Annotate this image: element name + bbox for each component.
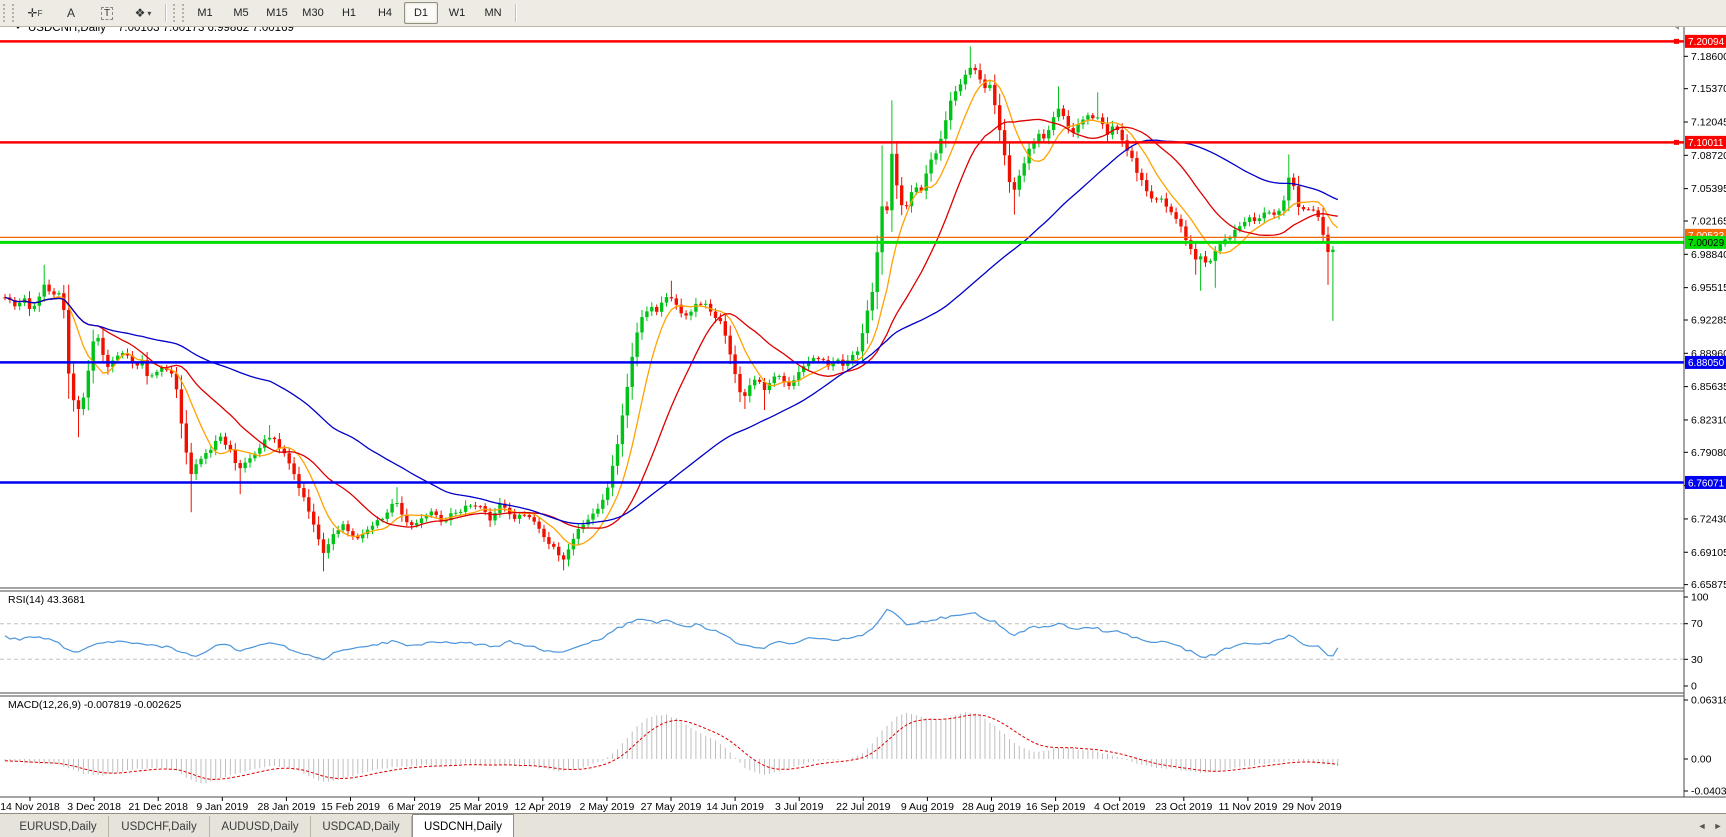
price-tick: 6.92285 xyxy=(1691,314,1726,326)
date-tick: 11 Nov 2019 xyxy=(1219,801,1278,813)
timeframe-button-w1[interactable]: W1 xyxy=(448,7,466,19)
rsi-tick: 0 xyxy=(1691,681,1697,693)
symbol-tab-bar: EURUSD,Daily USDCHF,Daily AUDUSD,Daily USDC… xyxy=(0,813,1726,837)
price-tick: 6.95515 xyxy=(1691,282,1726,294)
rsi-tick: 100 xyxy=(1691,592,1709,604)
price-tick: 6.69105 xyxy=(1691,547,1726,559)
macd-signal-line xyxy=(4,714,1338,780)
rsi-tick: 30 xyxy=(1691,654,1703,666)
date-tick: 29 Nov 2019 xyxy=(1282,801,1342,813)
price-tick: 7.15370 xyxy=(1691,83,1726,95)
timeframe-button-m1[interactable]: M1 xyxy=(197,7,213,19)
price-axis: 7.219257.186007.153707.120457.087207.053… xyxy=(1684,18,1726,798)
date-tick: 3 Dec 2018 xyxy=(67,801,121,813)
macd-histogram xyxy=(4,712,1339,784)
tab-usdchf[interactable]: USDCHF,Daily xyxy=(109,816,210,837)
tab-audusd[interactable]: AUDUSD,Daily xyxy=(210,816,311,837)
price-tick: 6.85635 xyxy=(1691,381,1726,393)
price-badge-7.00029: 7.00029 xyxy=(1685,235,1726,249)
toolbar-grip-icon[interactable] xyxy=(173,4,184,22)
price-tick: 7.02165 xyxy=(1691,215,1726,227)
macd-tick: 0.063184 xyxy=(1691,694,1726,706)
date-tick: 14 Jun 2019 xyxy=(706,801,764,813)
price-badge-6.88050: 6.88050 xyxy=(1685,355,1726,369)
rsi-tick: 70 xyxy=(1691,618,1703,630)
date-axis: 14 Nov 2018 3 Dec 2018 21 Dec 2018 9 Jan 20… xyxy=(0,797,1342,813)
tab-scroll-left-icon[interactable]: ◄ xyxy=(1697,821,1707,831)
toolbar: ✛ F A T ❖ ▾ M1 M5 M15 M30 H1 H4 D1 W1 MN xyxy=(0,0,1726,27)
price-badge-text: 7.00029 xyxy=(1688,238,1725,249)
crosshair-f-icon-sub: F xyxy=(37,8,43,18)
date-tick: 14 Nov 2018 xyxy=(0,801,60,813)
hline-handle[interactable] xyxy=(1674,38,1679,44)
hline-handle[interactable] xyxy=(1674,139,1679,145)
macd-tick: -0.040355 xyxy=(1691,786,1726,798)
price-tick: 7.08720 xyxy=(1691,150,1726,162)
price-tick: 6.82310 xyxy=(1691,414,1726,426)
main-plot-background[interactable] xyxy=(0,20,1684,588)
timeframe-button-d1[interactable]: D1 xyxy=(404,2,438,24)
date-tick: 28 Jan 2019 xyxy=(257,801,315,813)
tab-usdcad[interactable]: USDCAD,Daily xyxy=(311,816,412,837)
price-tick: 6.98840 xyxy=(1691,249,1726,261)
date-tick: 16 Sep 2019 xyxy=(1026,801,1086,813)
tab-eurusd[interactable]: EURUSD,Daily xyxy=(8,816,109,837)
date-tick: 25 Mar 2019 xyxy=(449,801,508,813)
ma-slow-line xyxy=(4,139,1339,525)
macd-tick: 0.00 xyxy=(1691,754,1712,766)
text-box-button[interactable]: T xyxy=(90,2,124,24)
date-tick: 12 Apr 2019 xyxy=(514,801,571,813)
rsi-line xyxy=(4,608,1339,661)
macd-label: MACD(12,26,9) -0.007819 -0.002625 xyxy=(8,699,182,711)
text-box-icon: T xyxy=(100,6,114,20)
price-badge-text: 6.88050 xyxy=(1688,358,1725,369)
price-badge-text: 7.20094 xyxy=(1688,37,1725,48)
crosshair-f-icon: ✛ xyxy=(27,6,38,20)
dropdown-caret-icon[interactable]: ▾ xyxy=(147,8,152,18)
price-tick: 7.05395 xyxy=(1691,183,1726,195)
ma-mid-line xyxy=(4,118,1338,529)
macd-panel-background[interactable] xyxy=(0,696,1684,797)
date-tick: 4 Oct 2019 xyxy=(1094,801,1146,813)
price-tick: 6.79080 xyxy=(1691,447,1726,459)
price-tick: 7.18600 xyxy=(1691,51,1726,63)
tab-usdcnh[interactable]: USDCNH,Daily xyxy=(412,814,514,837)
text-label-button[interactable]: A xyxy=(54,2,88,24)
price-tick: 7.12045 xyxy=(1691,116,1726,128)
date-tick: 23 Oct 2019 xyxy=(1155,801,1212,813)
shapes-button[interactable]: ❖ ▾ xyxy=(126,2,160,24)
price-badge-text: 6.76071 xyxy=(1688,478,1725,489)
shapes-icon: ❖ xyxy=(134,6,146,20)
timeframe-button-m5[interactable]: M5 xyxy=(233,7,249,19)
timeframe-button-h4[interactable]: H4 xyxy=(377,7,393,19)
text-label-icon: A xyxy=(66,6,75,20)
date-tick: 21 Dec 2018 xyxy=(128,801,188,813)
rsi-panel-background[interactable] xyxy=(0,591,1684,693)
date-tick: 2 May 2019 xyxy=(579,801,634,813)
date-tick: 22 Jul 2019 xyxy=(836,801,890,813)
date-tick: 9 Aug 2019 xyxy=(901,801,954,813)
price-badge-7.10011: 7.10011 xyxy=(1685,135,1726,149)
date-tick: 15 Feb 2019 xyxy=(321,801,380,813)
price-tick: 6.65875 xyxy=(1691,579,1726,591)
timeframe-button-m15[interactable]: M15 xyxy=(266,7,288,19)
toolbar-grip-icon[interactable] xyxy=(3,4,14,22)
timeframe-button-mn[interactable]: MN xyxy=(484,7,502,19)
rsi-label: RSI(14) 43.3681 xyxy=(8,594,85,606)
price-badge-6.76071: 6.76071 xyxy=(1685,475,1726,489)
timeframe-button-m30[interactable]: M30 xyxy=(302,7,324,19)
crosshair-f-button[interactable]: ✛ F xyxy=(18,2,52,24)
timeframe-button-h1[interactable]: H1 xyxy=(341,7,357,19)
price-tick: 6.72430 xyxy=(1691,513,1726,525)
date-tick: 28 Aug 2019 xyxy=(962,801,1021,813)
price-badge-7.20094: 7.20094 xyxy=(1685,34,1726,48)
price-badge-text: 7.10011 xyxy=(1688,138,1724,149)
date-tick: 27 May 2019 xyxy=(641,801,702,813)
tab-scroll-right-icon[interactable]: ► xyxy=(1713,821,1723,831)
date-tick: 6 Mar 2019 xyxy=(388,801,441,813)
date-tick: 9 Jan 2019 xyxy=(196,801,248,813)
date-tick: 3 Jul 2019 xyxy=(775,801,824,813)
ma-fast-line xyxy=(4,79,1339,546)
